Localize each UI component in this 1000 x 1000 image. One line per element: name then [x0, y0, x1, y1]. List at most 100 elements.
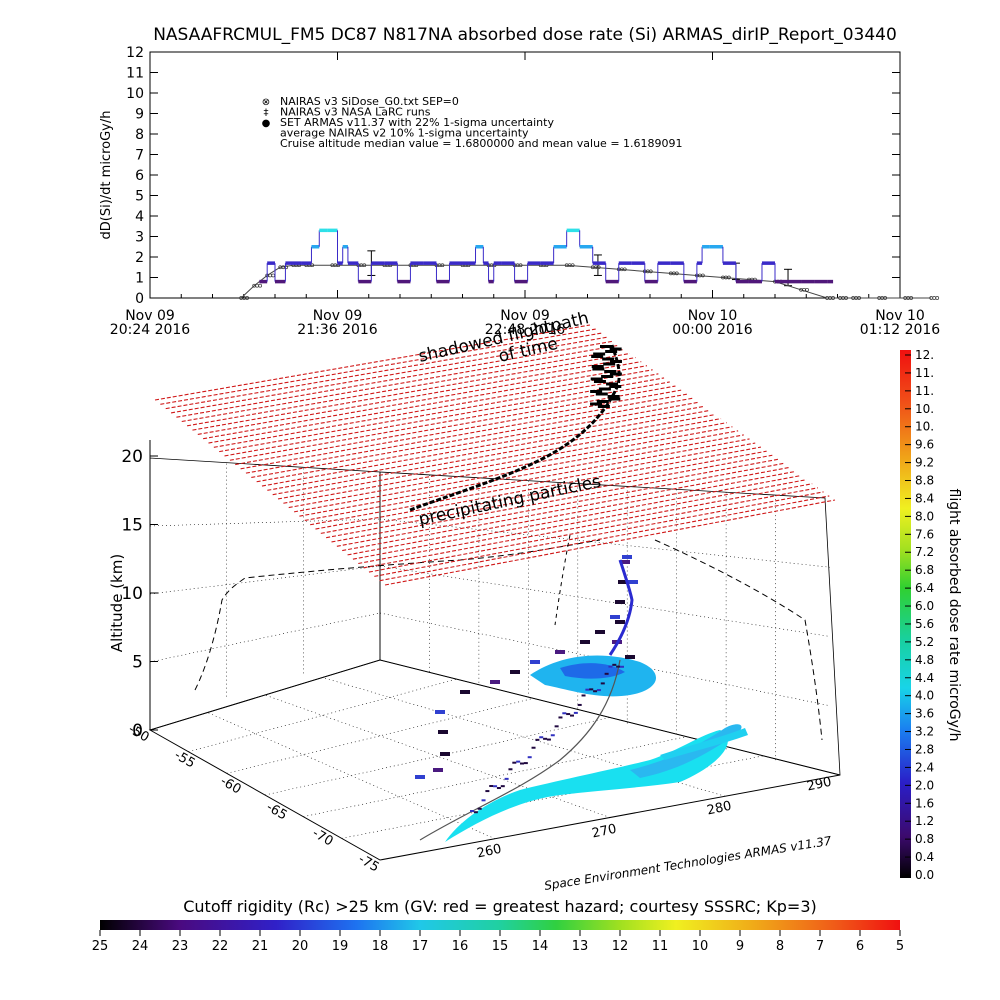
hazard-plane-line: [203, 361, 642, 440]
nairas-point: [831, 296, 835, 300]
hazard-plane-line: [363, 483, 813, 569]
hazard-plane-line: [165, 332, 602, 410]
dose-colorbar-tick-label: 0.0: [915, 868, 934, 882]
shadowed-flightpath-mark: [592, 367, 605, 371]
legend-marker: ●: [262, 118, 271, 129]
x-tick-label-time: 20:24 2016: [110, 322, 191, 338]
y-tick-label: 2: [135, 250, 144, 266]
rigidity-hazard-plane: [154, 324, 836, 586]
hazard-plane-line: [288, 426, 733, 509]
hazard-plane-line: [304, 438, 750, 522]
legend: ⊗ NAIRAS v3 SiDose_G0.txt SEP=0 ‡ NAIRAS v3…: [262, 95, 683, 150]
rigidity-colorbar-tick-label: 14: [532, 939, 549, 954]
longitude-tick-label: 290: [806, 775, 833, 795]
ground-track-mark: [504, 777, 509, 780]
shadowed-flightpath-mark: [609, 347, 622, 351]
x-tick-label-date: Nov 09: [313, 308, 363, 324]
hazard-plane-line: [320, 450, 767, 534]
hazard-plane-line: [272, 413, 716, 496]
nairas-point: [284, 265, 289, 270]
ground-track-mark: [481, 799, 486, 802]
nairas-point: [255, 283, 260, 288]
hazard-plane-line: [245, 393, 687, 474]
shadowed-flightpath-mark: [600, 345, 612, 348]
dose-colorbar-tick-label: 10.: [915, 420, 934, 434]
nairas-point: [648, 269, 653, 274]
nairas-point: [805, 287, 809, 292]
legend-entry: SET ARMAS v11.37 with 22% 1-sigma uncert…: [280, 116, 554, 129]
dose-colorbar-tick-label: 6.4: [915, 581, 934, 595]
ground-track-mark: [531, 746, 536, 749]
dose-colorbar-tick-label: 9.6: [915, 438, 934, 452]
flight-trace-mark: [622, 555, 632, 559]
dose-colorbar-tick-label: 2.0: [915, 778, 934, 792]
annotation-precipitating-particles: precipitating particles: [417, 472, 603, 530]
nairas-line: [240, 264, 932, 299]
nairas-point: [857, 296, 861, 300]
shadowed-flightpath-mark: [591, 365, 604, 368]
x-tick-label-time: 21:36 2016: [297, 322, 378, 338]
dose-colorbar-ticks: 12. 11. 11. 10. 10. 9.6 9.2 8.8 8.4 8.0 7.6 7.2 6.8 6…: [905, 348, 934, 882]
dose-colorbar-tick-label: 7.6: [915, 527, 934, 541]
error-bars: [367, 250, 793, 287]
latitude-tick-label: -50: [126, 722, 152, 746]
left-wall-grid-h: [149, 612, 381, 663]
ground-track-mark: [562, 712, 567, 715]
flight-trace-mark: [415, 775, 425, 779]
shadowed-flightpath-mark: [590, 390, 603, 393]
flight-trace-mark: [435, 710, 445, 714]
dose-colorbar-tick-label: 7.2: [915, 545, 934, 559]
ground-track-mark: [508, 768, 513, 771]
dose-colorbar-tick-label: 5.2: [915, 635, 934, 649]
dose-colorbar: 12. 11. 11. 10. 10. 9.6 9.2 8.8 8.4 8.0 7.6 7.2 6.8 6…: [900, 348, 962, 882]
ground-track-mark: [535, 738, 540, 741]
wall-projection-left: [194, 539, 601, 691]
flight-trace-mark: [510, 670, 520, 674]
hazard-plane-line: [342, 466, 790, 552]
rigidity-colorbar-tick-label: 6: [856, 939, 864, 954]
dose-colorbar-tick-label: 10.: [915, 402, 934, 416]
floor-grid-line: [264, 717, 611, 796]
y-tick-label: 7: [135, 148, 144, 164]
ground-track-mark: [516, 760, 521, 763]
hazard-plane-line: [283, 422, 727, 504]
y-tick-label: 3: [135, 230, 144, 246]
ground-track-mark: [573, 711, 578, 714]
back-wall-grid-h: [379, 612, 831, 707]
hazard-plane-line: [170, 336, 608, 414]
y-tick-label: 9: [135, 107, 144, 123]
hazard-plane-line: [181, 344, 619, 423]
rigidity-colorbar-tick-label: 18: [372, 939, 389, 954]
hazard-plane-line: [267, 409, 710, 491]
hazard-plane-line: [251, 397, 693, 478]
altitude-tick-label: 10: [121, 584, 143, 604]
ground-track-mark: [566, 713, 571, 716]
flight-trace-mark: [615, 600, 625, 604]
ground-track-mark: [550, 734, 555, 737]
shadowed-flightpath-mark: [598, 387, 611, 391]
hazard-plane-line: [347, 470, 796, 556]
wall-projection-right: [654, 539, 823, 741]
ground-track-mark: [558, 716, 563, 719]
nairas-point: [909, 296, 914, 300]
ground-track-mark: [485, 790, 490, 793]
latitude-tick-label: -65: [264, 800, 290, 824]
ground-track-mark: [496, 787, 501, 790]
shadowed-flightpath-mark: [597, 405, 610, 408]
nairas-point: [268, 273, 273, 278]
dose-colorbar-tick-label: 1.2: [915, 814, 934, 828]
hazard-plane-line: [213, 369, 653, 448]
hazard-plane-line: [358, 479, 807, 565]
nairas-point: [727, 275, 731, 280]
nairas-point: [932, 296, 937, 300]
legend-entry: NAIRAS v3 SiDose_G0.txt SEP=0: [280, 95, 459, 108]
hazard-plane-line: [379, 495, 830, 582]
hazard-plane-line: [384, 499, 836, 586]
x-tick-label-time: 22:48 2016: [485, 322, 566, 338]
flight-trace-mark: [580, 640, 590, 644]
ground-track-mark: [616, 665, 621, 668]
left-wall: [149, 457, 381, 731]
rigidity-colorbar-tick-label: 22: [212, 939, 229, 954]
rigidity-colorbar-bar: [100, 920, 900, 930]
